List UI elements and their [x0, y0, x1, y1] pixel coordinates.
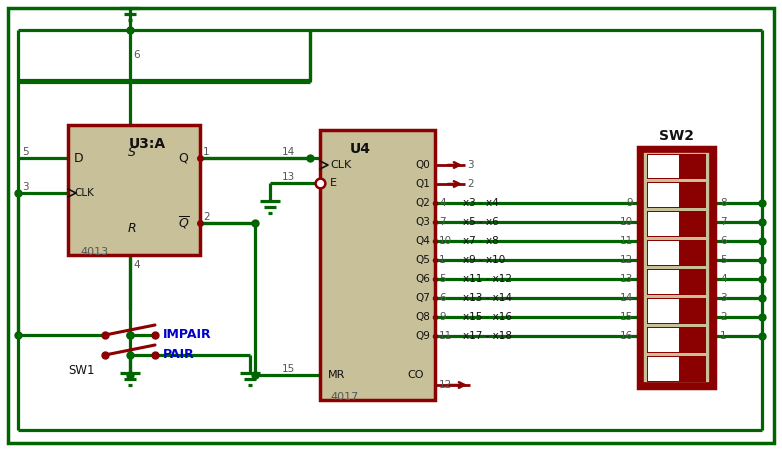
Text: Q3: Q3 [415, 217, 430, 227]
Text: CLK: CLK [74, 188, 94, 198]
Text: Q9: Q9 [415, 331, 430, 341]
Text: 4: 4 [133, 260, 140, 270]
Bar [638, 147, 715, 388]
Text: Q4: Q4 [415, 236, 430, 246]
Text: 5: 5 [439, 274, 446, 284]
Text: 7: 7 [720, 217, 726, 227]
Text: 6: 6 [720, 236, 726, 246]
Text: x13 - x14: x13 - x14 [463, 293, 512, 303]
Bar [68, 125, 200, 255]
Bar [647, 211, 706, 237]
Text: PAIR: PAIR [163, 349, 195, 362]
Text: 3: 3 [22, 182, 29, 192]
Bar [647, 327, 706, 353]
Text: Q0: Q0 [415, 160, 430, 170]
Bar [648, 357, 679, 381]
Text: 4: 4 [439, 198, 446, 208]
Text: 13: 13 [282, 172, 295, 182]
Text: S: S [128, 147, 136, 160]
Text: CLK: CLK [330, 160, 351, 170]
Text: 4017: 4017 [330, 392, 358, 402]
Text: 4013: 4013 [80, 247, 108, 257]
Text: x11 - x12: x11 - x12 [463, 274, 512, 284]
Text: E: E [330, 178, 337, 188]
Text: 3: 3 [720, 293, 726, 303]
Text: 9: 9 [439, 312, 446, 322]
Text: 10: 10 [439, 236, 452, 246]
Text: 9: 9 [626, 198, 633, 208]
Text: 1: 1 [439, 255, 446, 265]
Text: Q: Q [178, 152, 188, 165]
Text: 4: 4 [720, 274, 726, 284]
Text: 15: 15 [620, 312, 633, 322]
Text: x7 - x8: x7 - x8 [463, 236, 499, 246]
Text: 12: 12 [620, 255, 633, 265]
Bar [647, 298, 706, 324]
Text: 8: 8 [720, 198, 726, 208]
Bar [648, 270, 679, 294]
Text: Q1: Q1 [415, 179, 430, 189]
Text: 5: 5 [720, 255, 726, 265]
Text: SW1: SW1 [69, 364, 95, 377]
Text: 11: 11 [439, 331, 452, 341]
Text: Q6: Q6 [415, 274, 430, 284]
Text: 2: 2 [467, 179, 474, 189]
Text: CO: CO [407, 370, 424, 380]
Text: Q2: Q2 [415, 198, 430, 208]
Text: x15 - x16: x15 - x16 [463, 312, 512, 322]
Text: x17 - x18: x17 - x18 [463, 331, 512, 341]
Text: 1: 1 [720, 331, 726, 341]
Text: x3 - x4: x3 - x4 [463, 198, 499, 208]
Text: x9 - x10: x9 - x10 [463, 255, 505, 265]
Bar [647, 356, 706, 382]
Text: x5 - x6: x5 - x6 [463, 217, 499, 227]
Text: Q7: Q7 [415, 293, 430, 303]
Bar [648, 212, 679, 236]
Text: 12: 12 [439, 380, 452, 390]
Bar [648, 241, 679, 265]
Text: 2: 2 [720, 312, 726, 322]
Text: 14: 14 [282, 147, 295, 157]
Text: $\overline{Q}$: $\overline{Q}$ [178, 215, 190, 231]
Text: 2: 2 [203, 212, 210, 222]
Text: 15: 15 [282, 364, 295, 374]
Text: SW2: SW2 [659, 129, 694, 143]
Text: 6: 6 [439, 293, 446, 303]
Text: 10: 10 [620, 217, 633, 227]
Text: 6: 6 [133, 50, 140, 60]
Text: 16: 16 [620, 331, 633, 341]
Bar [647, 153, 706, 179]
Bar [647, 240, 706, 266]
Text: Q8: Q8 [415, 312, 430, 322]
Text: MR: MR [328, 370, 346, 380]
Bar [648, 299, 679, 323]
Text: Q5: Q5 [415, 255, 430, 265]
Text: 13: 13 [620, 274, 633, 284]
Bar [648, 328, 679, 352]
Text: D: D [74, 152, 84, 165]
Bar [643, 152, 710, 383]
Bar [320, 130, 435, 400]
Text: 11: 11 [620, 236, 633, 246]
Text: R: R [128, 221, 137, 235]
Text: U3:A: U3:A [129, 137, 166, 151]
Bar [648, 155, 679, 179]
Bar [648, 184, 679, 207]
Text: 5: 5 [22, 147, 29, 157]
Text: U4: U4 [350, 142, 371, 156]
Text: 3: 3 [467, 160, 474, 170]
Text: 7: 7 [439, 217, 446, 227]
Bar [647, 269, 706, 295]
Text: 14: 14 [620, 293, 633, 303]
Bar [647, 182, 706, 208]
Text: IMPAIR: IMPAIR [163, 328, 212, 341]
Text: 1: 1 [203, 147, 210, 157]
